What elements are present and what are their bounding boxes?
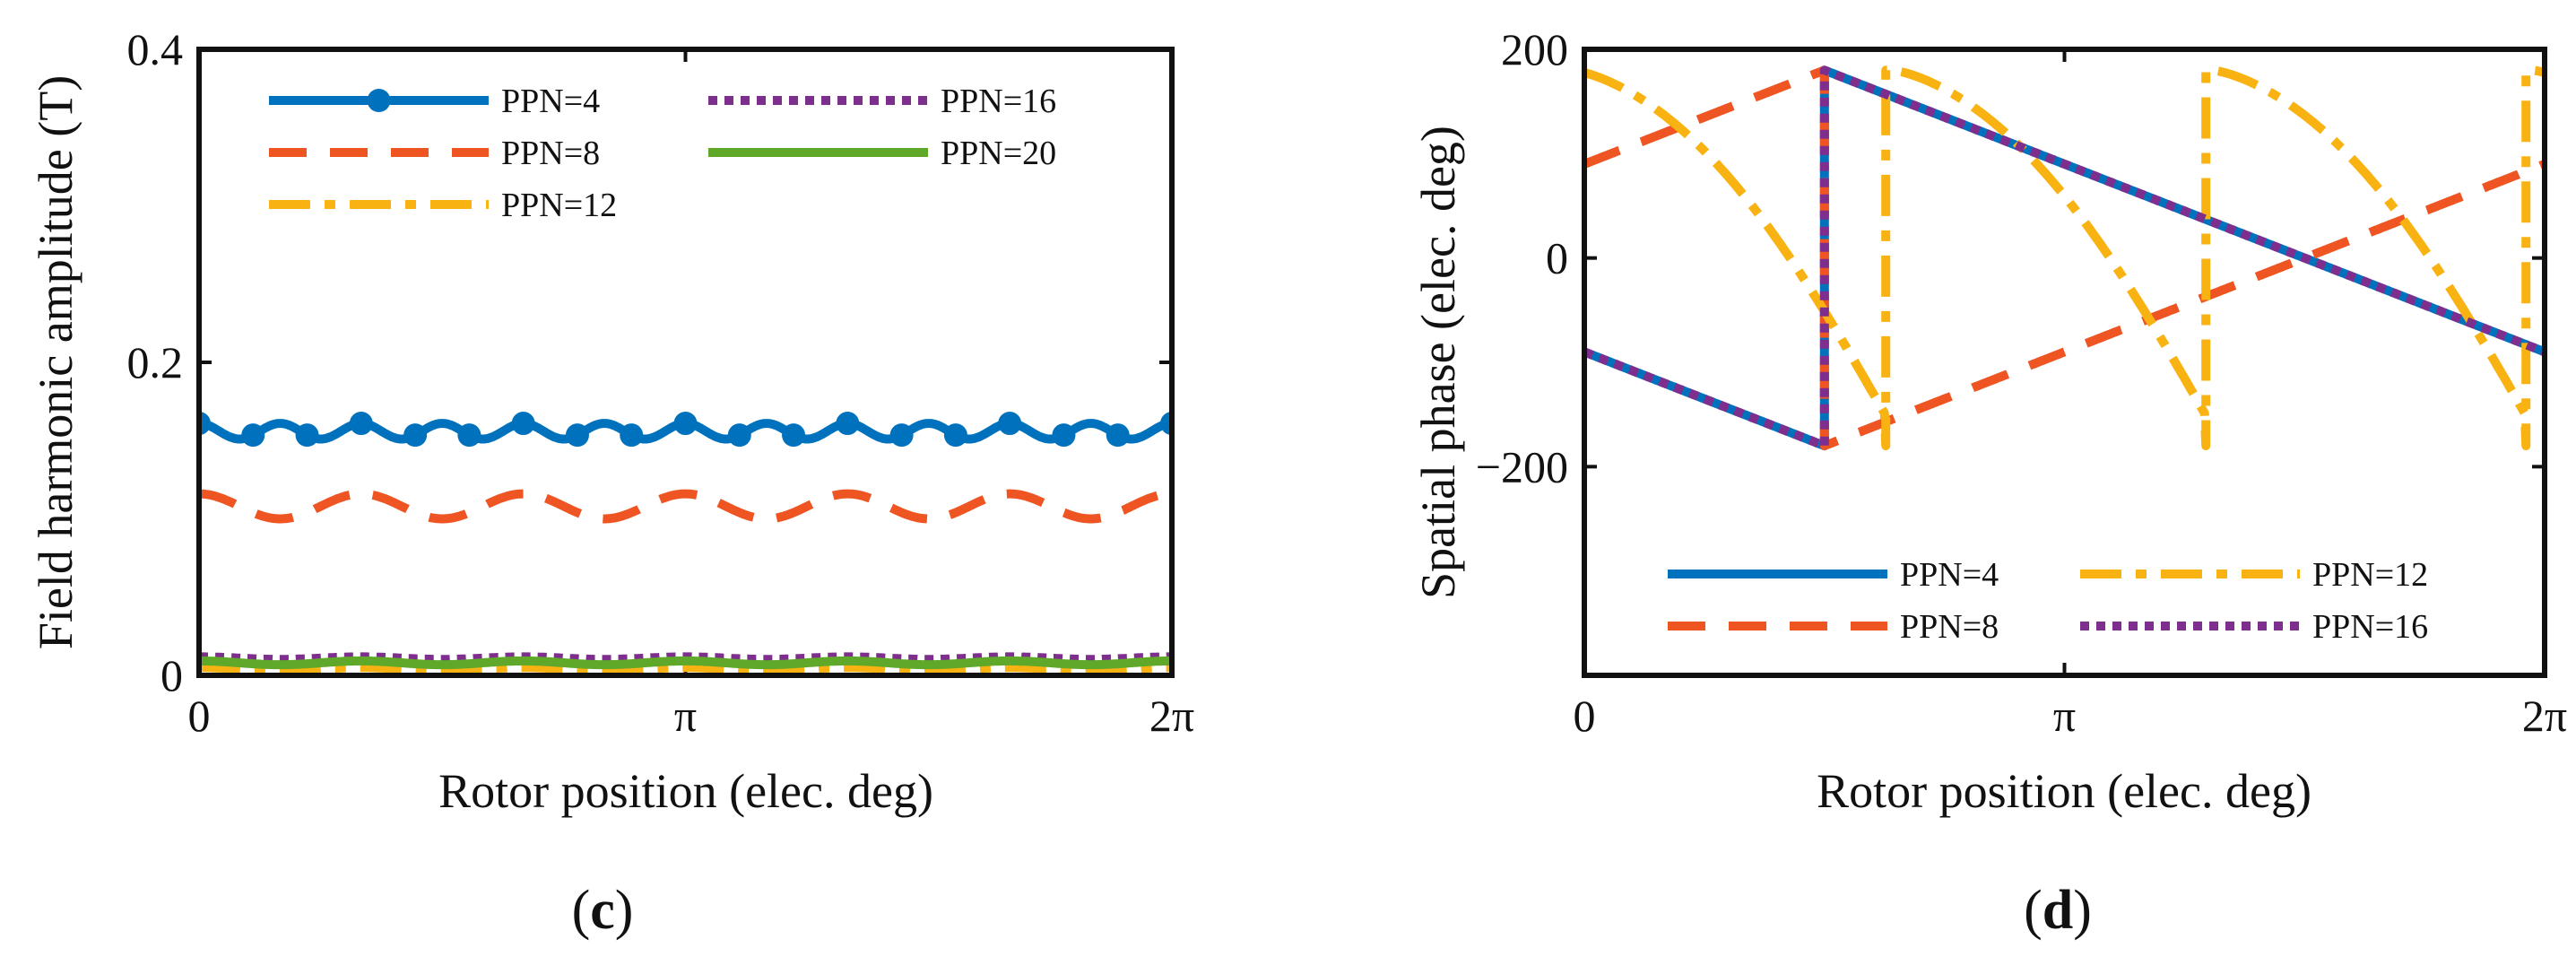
series-marker <box>295 423 319 448</box>
ticks: 0 π 2π −200 0 200 <box>1476 24 2567 741</box>
legend-label: PPN=4 <box>501 83 600 120</box>
plot-frame <box>196 47 1175 678</box>
y-tick-label: −200 <box>1476 441 1568 491</box>
legend-label: PPN=20 <box>941 135 1056 172</box>
series-marker <box>943 423 967 448</box>
series-line <box>1584 65 2545 451</box>
series-marker <box>1052 423 1076 448</box>
series-line <box>1584 65 2545 451</box>
series-marker <box>673 412 698 436</box>
x-tick-label: 0 <box>1574 691 1596 741</box>
series-group <box>199 412 1172 675</box>
legend-label: PPN=8 <box>1900 608 1999 646</box>
x-tick-label: π <box>674 691 697 741</box>
series-marker <box>403 423 428 448</box>
series-marker <box>727 423 751 448</box>
series-line <box>199 489 1172 524</box>
y-tick-label: 0 <box>160 650 183 700</box>
legend: PPN=4 PPN=8 PPN=12 PPN=16 PPN=20 <box>269 83 1056 224</box>
legend-label: PPN=4 <box>1900 556 1999 594</box>
legend-label: PPN=12 <box>501 187 617 224</box>
series-marker <box>199 412 211 436</box>
legend: PPN=4 PPN=8 PPN=12 PPN=16 <box>1668 556 2428 646</box>
legend-label: PPN=12 <box>2312 556 2428 594</box>
legend-label: PPN=8 <box>501 135 600 172</box>
series-marker <box>511 412 535 436</box>
series-marker <box>1106 423 1130 448</box>
panel-label: (c) <box>572 880 634 941</box>
series-marker <box>998 412 1022 436</box>
series-line <box>1584 65 2545 451</box>
y-axis-label: Field harmonic amplitude (T) <box>29 75 82 649</box>
legend-label: PPN=16 <box>2312 608 2428 646</box>
x-axis-label: Rotor position (elec. deg) <box>438 764 933 818</box>
y-tick-label: 0.4 <box>127 24 184 74</box>
series-marker <box>782 423 806 448</box>
y-tick-label: 0.2 <box>127 337 184 387</box>
y-tick-label: 200 <box>1501 24 1568 74</box>
series-group <box>1584 65 2545 451</box>
x-tick-label: 2π <box>1149 691 1194 741</box>
series-marker <box>620 423 644 448</box>
x-tick-label: 2π <box>2522 691 2567 741</box>
legend-marker <box>367 89 391 112</box>
series-marker <box>889 423 914 448</box>
legend-label: PPN=16 <box>941 83 1056 120</box>
series-line <box>199 663 1172 675</box>
x-tick-label: 0 <box>188 691 211 741</box>
x-axis-label: Rotor position (elec. deg) <box>1817 764 2311 818</box>
series-marker <box>565 423 589 448</box>
series-line <box>199 656 1172 670</box>
series-marker <box>241 423 265 448</box>
series-line <box>1584 65 2545 451</box>
y-tick-label: 0 <box>1546 233 1568 283</box>
plot-frame <box>1582 47 2547 678</box>
series-marker <box>349 412 373 436</box>
ticks: 0 π 2π 0 0.2 0.4 <box>127 24 1195 741</box>
panel-label: (d) <box>2024 880 2092 941</box>
panel-d: Spatial phase (elec. deg) Rotor position… <box>1411 24 2567 941</box>
series-marker <box>1160 412 1172 436</box>
series-marker <box>457 423 481 448</box>
x-tick-label: π <box>2053 691 2076 741</box>
y-axis-label: Spatial phase (elec. deg) <box>1411 126 1465 599</box>
panel-c: Field harmonic amplitude (T) Rotor posit… <box>29 24 1194 941</box>
series-marker <box>836 412 860 436</box>
